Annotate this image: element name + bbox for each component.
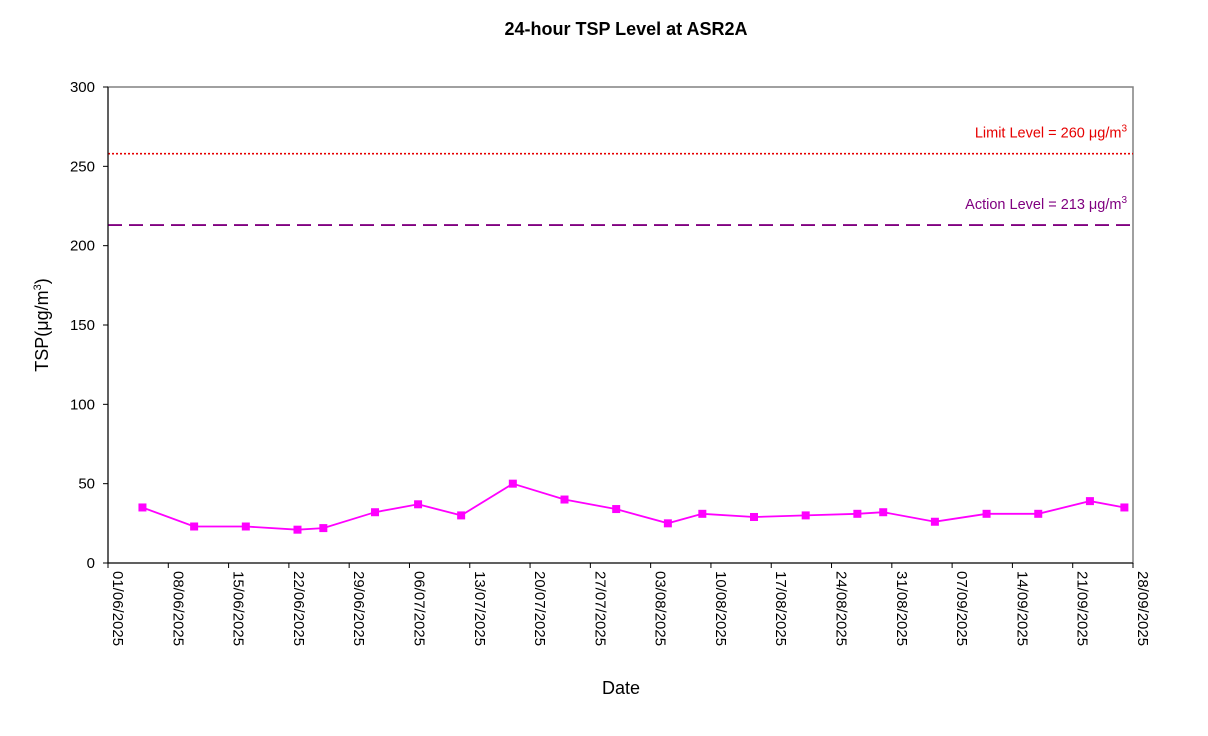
x-tick-label: 08/06/2025 [169,571,186,646]
x-tick-label: 27/07/2025 [591,571,608,646]
data-point [508,479,517,488]
data-point [190,522,199,531]
data-point [1034,509,1043,518]
data-point [879,508,888,517]
y-tick-label: 150 [70,317,95,334]
data-point [1085,497,1094,506]
x-tick-label: 07/09/2025 [953,571,970,646]
data-point [982,509,991,518]
y-axis-label-close-paren: ) [32,278,52,284]
y-tick-label: 0 [87,555,95,572]
data-point [560,495,569,504]
x-tick-label: 13/07/2025 [471,571,488,646]
data-point [930,517,939,526]
x-tick-label: 29/06/2025 [350,571,367,646]
x-tick-label: 03/08/2025 [652,571,669,646]
data-point [414,500,423,509]
reference-line-label: Action Level = 213 μg/m3 [965,195,1127,213]
series-line [142,482,1125,531]
data-point [698,509,707,518]
y-tick-label: 50 [78,476,95,493]
data-point [750,512,759,521]
data-point [457,511,466,520]
reference-line-label: Limit Level = 260 μg/m3 [975,124,1128,142]
data-point [853,509,862,518]
data-point [241,522,250,531]
x-tick-label: 21/09/2025 [1074,571,1091,646]
x-tick-label: 01/06/2025 [109,571,126,646]
data-point [663,519,672,528]
data-point [612,505,621,514]
data-point [293,525,302,534]
x-tick-label: 14/09/2025 [1013,571,1030,646]
y-axis-label-text: TSP(μg/m [32,290,52,371]
y-tick-label: 100 [70,396,95,413]
x-tick-label: 24/08/2025 [833,571,850,646]
data-point [319,524,328,533]
y-tick-label: 250 [70,158,95,175]
data-series [138,479,1129,534]
x-axis: 01/06/2025 08/06/2025 15/06/2025 22/06/2025… [107,562,1151,646]
y-axis-label-superscript: 3 [32,284,44,290]
chart-title: 24-hour TSP Level at ASR2A [504,19,747,39]
data-point [801,511,810,520]
x-tick-label: 31/08/2025 [893,571,910,646]
x-tick-label: 20/07/2025 [531,571,548,646]
reference-line-label-text: Limit Level = 260 μg/m [975,126,1122,142]
y-axis-label: TSP(μg/m3) [32,278,52,372]
data-point [1120,503,1129,512]
reference-line-label-text: Action Level = 213 μg/m [965,197,1121,213]
x-tick-label: 10/08/2025 [712,571,729,646]
plot-area [107,86,1134,564]
reference-line-label-superscript: 3 [1121,124,1127,135]
data-point [138,503,147,512]
x-tick-label: 22/06/2025 [290,571,307,646]
y-tick-label: 300 [70,79,95,96]
x-tick-label: 28/09/2025 [1134,571,1151,646]
x-axis-label: Date [602,678,640,698]
y-tick-label: 200 [70,238,95,255]
x-tick-label: 15/06/2025 [230,571,247,646]
reference-line-label-superscript: 3 [1121,195,1127,206]
y-axis: 0 50 100 150 200 250 300 [70,79,109,572]
x-tick-label: 06/07/2025 [410,571,427,646]
x-tick-label: 17/08/2025 [772,571,789,646]
data-point [371,508,380,517]
